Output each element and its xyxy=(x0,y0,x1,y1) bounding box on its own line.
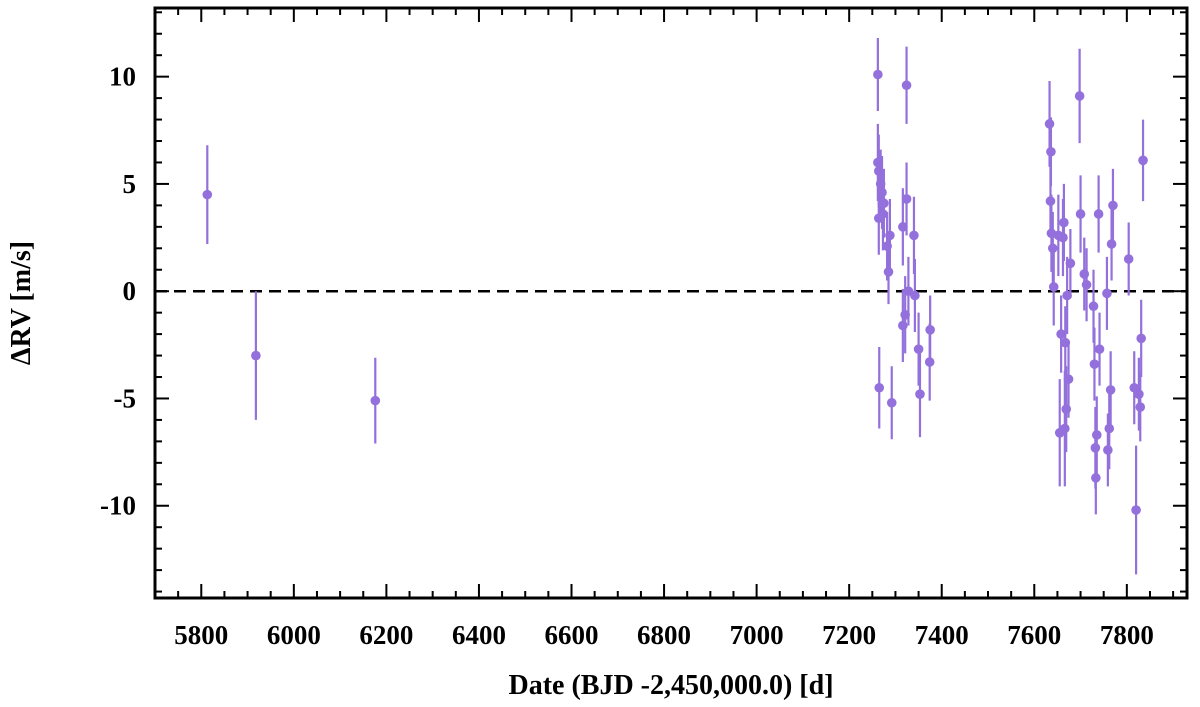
x-tick-label: 7200 xyxy=(822,620,876,650)
y-tick-label: -5 xyxy=(114,383,137,413)
data-point xyxy=(873,69,883,80)
x-tick-label: 7600 xyxy=(1007,620,1061,650)
data-point xyxy=(915,389,925,399)
x-tick-label: 7000 xyxy=(730,620,784,650)
data-point xyxy=(913,344,924,354)
data-point xyxy=(1131,505,1141,515)
x-tick-label: 6600 xyxy=(545,620,599,650)
x-tick-label: 7400 xyxy=(915,620,969,650)
data-point xyxy=(1088,301,1099,312)
data-point xyxy=(1103,445,1113,455)
data-point xyxy=(910,290,920,301)
x-tick-label: 5800 xyxy=(174,620,228,650)
data-point xyxy=(879,198,889,209)
data-point xyxy=(1081,279,1092,290)
data-point xyxy=(370,395,381,406)
data-points xyxy=(202,38,1148,575)
x-tick-label: 7800 xyxy=(1100,620,1154,650)
data-point xyxy=(1091,430,1102,440)
data-point xyxy=(1134,389,1144,399)
data-point xyxy=(909,230,919,241)
data-point xyxy=(1102,288,1112,299)
data-point xyxy=(1135,402,1146,412)
data-point xyxy=(1104,423,1115,434)
data-point xyxy=(1106,239,1117,249)
data-point xyxy=(202,189,213,200)
data-point xyxy=(901,80,912,91)
x-axis-ticks: 5800 6000 6200 6400 6600 6800 7000 7200 7400 7600… xyxy=(154,8,1175,650)
data-point xyxy=(886,397,897,408)
data-point xyxy=(874,382,885,393)
data-point xyxy=(1091,473,1101,483)
data-point xyxy=(1138,155,1148,166)
data-point xyxy=(1059,217,1069,228)
data-point xyxy=(898,222,908,232)
data-point xyxy=(1044,119,1055,129)
x-tick-label: 6800 xyxy=(637,620,691,650)
y-tick-label: 0 xyxy=(123,276,137,306)
data-point xyxy=(1048,282,1059,292)
y-tick-label: 5 xyxy=(123,169,137,199)
data-point xyxy=(1075,209,1086,219)
y-axis-ticks: -10 -5 0 5 10 xyxy=(100,11,1187,593)
data-point xyxy=(1089,359,1100,369)
x-tick-label: 6200 xyxy=(359,620,413,650)
data-point xyxy=(925,325,935,335)
data-point xyxy=(251,350,261,361)
x-axis-label: Date (BJD -2,450,000.0) [d] xyxy=(508,670,833,701)
data-point xyxy=(1123,254,1134,264)
y-tick-label: 10 xyxy=(109,62,136,92)
data-point xyxy=(885,230,895,241)
data-point xyxy=(1074,91,1085,101)
y-axis-label: ΔRV [m/s] xyxy=(6,241,37,365)
x-tick-label: 6000 xyxy=(267,620,321,650)
y-tick-label: -10 xyxy=(100,491,136,521)
data-point xyxy=(1093,209,1104,219)
data-point xyxy=(1063,374,1074,384)
plot-area-frame xyxy=(153,6,1189,600)
x-tick-label: 6400 xyxy=(452,620,506,650)
data-point xyxy=(1094,344,1105,354)
data-point xyxy=(883,267,894,277)
data-point xyxy=(901,194,912,204)
data-point xyxy=(1105,385,1116,395)
data-point xyxy=(1056,329,1066,339)
data-point xyxy=(1108,200,1118,211)
data-point xyxy=(1060,423,1070,434)
data-point xyxy=(1065,258,1076,269)
data-point xyxy=(1046,146,1056,157)
data-point xyxy=(1136,333,1146,344)
